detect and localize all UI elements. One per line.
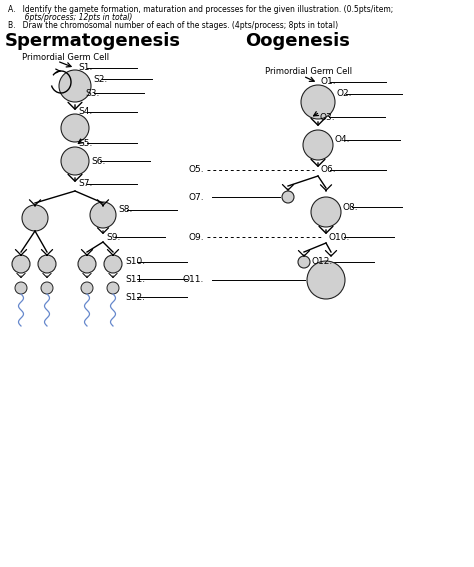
Circle shape xyxy=(22,205,48,231)
Text: S9.: S9. xyxy=(106,232,120,242)
Text: Spermatogenesis: Spermatogenesis xyxy=(5,32,181,50)
Text: S10.: S10. xyxy=(125,257,145,266)
Text: S8.: S8. xyxy=(118,205,132,214)
Circle shape xyxy=(104,255,122,273)
Circle shape xyxy=(90,202,116,228)
Text: O10.: O10. xyxy=(329,232,350,242)
Circle shape xyxy=(303,130,333,160)
Text: O8.: O8. xyxy=(343,202,359,211)
Circle shape xyxy=(12,255,30,273)
Text: O2.: O2. xyxy=(337,90,353,99)
Circle shape xyxy=(15,282,27,294)
Text: O3.: O3. xyxy=(320,112,336,121)
Circle shape xyxy=(301,85,335,119)
Text: S2.: S2. xyxy=(93,74,107,83)
Circle shape xyxy=(61,147,89,175)
Text: A.   Identify the gamete formation, maturation and processes for the given illus: A. Identify the gamete formation, matura… xyxy=(8,5,393,14)
Circle shape xyxy=(59,70,91,102)
Text: S6.: S6. xyxy=(91,156,105,166)
Text: O9.: O9. xyxy=(188,232,204,242)
Circle shape xyxy=(311,197,341,227)
Circle shape xyxy=(38,255,56,273)
Text: B.   Draw the chromosomal number of each of the stages. (4pts/process; 8pts in t: B. Draw the chromosomal number of each o… xyxy=(8,21,338,30)
Text: S1.: S1. xyxy=(78,64,92,73)
Text: 6pts/process; 12pts in total): 6pts/process; 12pts in total) xyxy=(8,13,132,22)
Circle shape xyxy=(41,282,53,294)
Text: O5.: O5. xyxy=(188,166,204,175)
Circle shape xyxy=(307,261,345,299)
Text: O1.: O1. xyxy=(321,78,337,87)
Circle shape xyxy=(282,191,294,203)
Text: S11.: S11. xyxy=(125,274,145,284)
Text: O11.: O11. xyxy=(182,276,204,285)
Text: O6.: O6. xyxy=(321,166,337,175)
Text: O7.: O7. xyxy=(188,193,204,201)
Text: Primordial Germ Cell: Primordial Germ Cell xyxy=(22,53,109,61)
Text: Oogenesis: Oogenesis xyxy=(245,32,350,50)
Text: O4.: O4. xyxy=(335,136,350,145)
Text: S4.: S4. xyxy=(78,108,92,116)
Text: S12.: S12. xyxy=(125,293,145,302)
Circle shape xyxy=(298,256,310,268)
Circle shape xyxy=(107,282,119,294)
Text: S7.: S7. xyxy=(78,180,92,188)
Text: S3.: S3. xyxy=(85,88,100,98)
Text: S5.: S5. xyxy=(78,138,92,147)
Circle shape xyxy=(61,114,89,142)
Text: Primordial Germ Cell: Primordial Germ Cell xyxy=(265,67,352,77)
Circle shape xyxy=(81,282,93,294)
Text: O12.: O12. xyxy=(312,257,333,266)
Circle shape xyxy=(78,255,96,273)
